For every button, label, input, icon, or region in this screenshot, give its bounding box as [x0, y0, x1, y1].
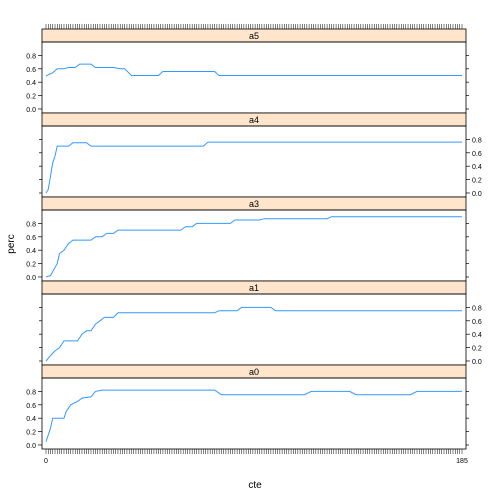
- y-tick-label: 0.0: [472, 359, 482, 366]
- panel-a0: a0 0.0 0.2 0.4 0.6 0.8: [26, 364, 469, 450]
- y-tick-label: 0.4: [26, 416, 36, 423]
- panel-a4: a4 0.0 0.2 0.4 0.6 0.8: [39, 112, 482, 198]
- y-tick-label: 0.2: [472, 178, 482, 185]
- panel-frame: [41, 41, 467, 114]
- series-line-a3: [45, 216, 462, 278]
- panel-strip-label: a1: [249, 283, 259, 293]
- bottom-tick-marks: [45, 449, 463, 454]
- panel-frame: [41, 125, 467, 198]
- y-axis-title: perc: [6, 234, 17, 253]
- y-tick-label: 0.8: [472, 305, 482, 312]
- panel-a3: a3 0.0 0.2 0.4 0.6 0.8: [26, 196, 469, 282]
- y-tick-label: 0.2: [26, 262, 36, 269]
- panels-group: a5 0.0 0.2 0.4 0.6 0.8 a4 0.0 0.2 0.4 0.6 0.8 a3 0.0 0…: [26, 24, 482, 465]
- panel-frame: [41, 209, 467, 282]
- y-tick-label: 0.4: [472, 164, 482, 171]
- y-tick-label: 0.2: [26, 430, 36, 437]
- y-tick-label: 0.2: [26, 94, 36, 101]
- panel-frame: [41, 293, 467, 366]
- x-tick-label: 185: [456, 458, 468, 465]
- series-line-a5: [45, 63, 462, 77]
- x-axis-title: cte: [248, 480, 262, 491]
- y-tick-label: 0.0: [26, 107, 36, 114]
- y-tick-label: 0.0: [26, 275, 36, 282]
- top-tick-marks: [45, 24, 463, 29]
- y-tick-label: 0.2: [472, 346, 482, 353]
- y-tick-label: 0.8: [26, 221, 36, 228]
- panel-strip-label: a3: [249, 199, 259, 209]
- series-line-a1: [45, 306, 462, 362]
- y-tick-label: 0.6: [26, 235, 36, 242]
- y-tick-label: 0.0: [472, 191, 482, 198]
- y-tick-label: 0.6: [26, 67, 36, 74]
- panel-a5: a5 0.0 0.2 0.4 0.6 0.8: [26, 28, 469, 114]
- panel-strip-label: a0: [249, 367, 259, 377]
- panel-strip-label: a5: [249, 31, 259, 41]
- panel-frame: [41, 377, 467, 450]
- y-tick-label: 0.6: [26, 403, 36, 410]
- y-tick-label: 0.6: [472, 319, 482, 326]
- x-tick-labels: 0 185: [44, 458, 468, 465]
- x-tick-label: 0: [44, 458, 48, 465]
- panel-strip-label: a4: [249, 115, 259, 125]
- series-line-a0: [45, 389, 462, 442]
- y-tick-label: 0.8: [472, 137, 482, 144]
- y-tick-label: 0.4: [472, 332, 482, 339]
- y-tick-label: 0.4: [26, 248, 36, 255]
- y-tick-label: 0.8: [26, 389, 36, 396]
- y-tick-label: 0.6: [472, 151, 482, 158]
- panel-a1: a1 0.0 0.2 0.4 0.6 0.8: [39, 280, 482, 366]
- y-tick-label: 0.8: [26, 53, 36, 60]
- y-tick-label: 0.4: [26, 80, 36, 87]
- y-tick-label: 0.0: [26, 443, 36, 450]
- series-line-a4: [45, 141, 462, 194]
